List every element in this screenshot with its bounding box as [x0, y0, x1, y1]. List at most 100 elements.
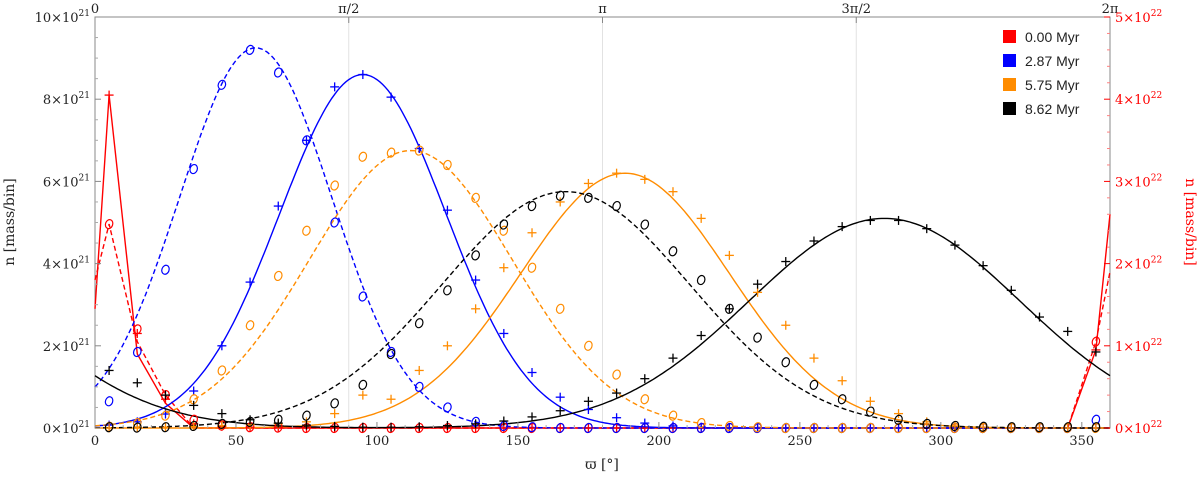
data-point-circle: [189, 420, 199, 432]
data-point-circle: [189, 394, 199, 405]
data-point-circle: [414, 318, 424, 329]
data-point-plus: [301, 135, 311, 145]
data-point-circle: [809, 379, 819, 390]
data-point-circle: [584, 192, 593, 203]
top-tick-label: 0: [91, 2, 99, 17]
data-point-circle: [443, 402, 452, 413]
data-point-plus: [386, 92, 396, 102]
data-point-circle: [640, 219, 650, 230]
data-point-circle: [189, 414, 199, 425]
data-point-circle: [1091, 336, 1101, 347]
data-point-circle: [217, 418, 227, 429]
data-point-plus: [1063, 326, 1073, 336]
data-point-circle: [245, 320, 255, 331]
data-point-circle: [612, 200, 621, 212]
data-point-plus: [442, 341, 452, 351]
data-point-circle: [894, 414, 903, 425]
data-point-circle: [471, 192, 480, 203]
data-point-plus: [160, 390, 170, 400]
legend-swatch: [1003, 78, 1016, 91]
x-tick-label: 200: [646, 434, 671, 449]
y-tick-label-right: 3×1022: [1115, 173, 1162, 190]
data-point-circle: [725, 303, 734, 314]
data-point-circle: [161, 422, 170, 433]
data-point-circle: [668, 410, 678, 421]
data-point-plus: [1006, 285, 1016, 295]
data-point-circle: [302, 135, 311, 146]
data-point-plus: [527, 368, 537, 378]
data-point-plus: [781, 423, 791, 433]
data-point-plus: [471, 275, 481, 285]
data-point-plus: [640, 174, 650, 184]
data-point-plus: [865, 396, 875, 406]
legend-swatch: [1003, 30, 1016, 43]
legend-item: 2.87 Myr: [1003, 53, 1080, 69]
data-point-circle: [668, 246, 678, 257]
data-point-plus: [837, 222, 847, 232]
data-point-plus: [217, 409, 227, 419]
legend-label: 2.87 Myr: [1025, 53, 1080, 69]
data-point-circle: [302, 225, 311, 236]
series-curve-5: [94, 149, 1110, 429]
data-point-plus: [612, 388, 622, 398]
y-tick-label-right: 1×1022: [1115, 338, 1162, 355]
data-point-circle: [1035, 422, 1044, 433]
x-tick-label: 0: [91, 434, 99, 449]
data-point-circle: [584, 340, 593, 351]
legend-item: 5.75 Myr: [1003, 77, 1080, 93]
data-point-circle: [245, 416, 255, 427]
data-point-plus: [555, 197, 565, 207]
data-point-plus: [696, 213, 706, 223]
y-tick-label-right: 4×1022: [1115, 91, 1162, 108]
data-point-plus: [414, 422, 424, 432]
data-point-plus: [217, 341, 227, 351]
data-point-circle: [471, 416, 480, 427]
x-tick-label: 50: [228, 434, 245, 449]
data-point-circle: [358, 379, 368, 390]
data-point-plus: [555, 406, 565, 416]
data-point-plus: [753, 287, 763, 297]
data-point-circle: [358, 291, 368, 302]
data-point-plus: [865, 215, 875, 225]
data-point-circle: [132, 422, 142, 433]
data-point-plus: [330, 421, 340, 431]
data-point-plus: [640, 374, 650, 384]
data-point-plus: [189, 386, 199, 396]
x-axis-label: ϖ [°]: [585, 457, 619, 473]
data-point-plus: [837, 423, 847, 433]
data-point-circle: [273, 67, 283, 78]
data-point-circle: [245, 422, 255, 433]
data-point-plus: [753, 279, 763, 289]
data-point-circle: [358, 151, 368, 162]
x-tick-label: 150: [506, 434, 531, 449]
data-point-circle: [866, 422, 875, 434]
data-point-plus: [583, 405, 593, 415]
data-point-plus: [583, 423, 593, 433]
data-point-plus: [724, 250, 734, 260]
data-point-circle: [330, 398, 339, 409]
data-point-circle: [386, 147, 396, 158]
data-point-circle: [414, 145, 424, 156]
top-tick-label: π/2: [338, 2, 359, 17]
data-point-plus: [668, 353, 678, 363]
y-axis-label-left: n [mass/bin]: [2, 178, 18, 266]
data-point-plus: [894, 215, 904, 225]
data-point-plus: [583, 178, 593, 188]
y-tick-label-left: 2×1021: [43, 338, 90, 355]
data-point-circle: [640, 394, 650, 405]
data-point-circle: [555, 190, 565, 201]
data-point-circle: [499, 225, 509, 236]
data-point-circle: [414, 381, 424, 392]
data-point-circle: [866, 406, 875, 417]
data-point-plus: [696, 331, 706, 341]
data-point-plus: [104, 365, 114, 375]
x-tick-label: 300: [928, 434, 953, 449]
y-tick-label-right: 5×1022: [1115, 9, 1162, 26]
data-point-circle: [443, 422, 452, 434]
data-point-circle: [753, 422, 762, 433]
data-point-circle: [781, 357, 791, 368]
data-point-circle: [555, 303, 565, 314]
data-point-plus: [781, 257, 791, 267]
y-tick-label-right: 0×1022: [1115, 420, 1162, 437]
y-tick-label-left: 6×1021: [43, 173, 90, 190]
